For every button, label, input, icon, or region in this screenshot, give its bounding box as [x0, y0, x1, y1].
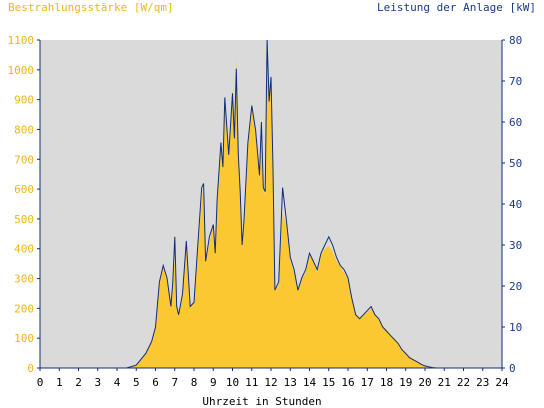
right-tick-label: 60 — [509, 116, 522, 129]
x-tick-label: 4 — [114, 376, 121, 389]
x-tick-label: 23 — [476, 376, 489, 389]
x-tick-label: 7 — [171, 376, 178, 389]
x-axis-ticks: 0 1 2 3 4 5 6 7 8 9 10 11 12 13 14 15 16 17 18 19 20 21 22 23 24 — [37, 368, 509, 389]
right-tick-label: 10 — [509, 321, 522, 334]
right-axis-title: Leistung der Anlage [kW] — [377, 1, 536, 14]
right-tick-label: 70 — [509, 75, 522, 88]
x-tick-label: 10 — [226, 376, 239, 389]
x-tick-label: 17 — [361, 376, 374, 389]
left-tick-label: 0 — [27, 362, 34, 375]
x-tick-label: 6 — [152, 376, 159, 389]
right-tick-label: 40 — [509, 198, 522, 211]
left-tick-label: 1100 — [8, 34, 35, 47]
series-1-line — [40, 39, 502, 369]
right-tick-label: 0 — [509, 362, 516, 375]
series-0-area — [40, 40, 502, 368]
x-tick-label: 16 — [341, 376, 354, 389]
x-tick-label: 0 — [37, 376, 44, 389]
x-tick-label: 2 — [75, 376, 82, 389]
x-tick-label: 20 — [418, 376, 431, 389]
x-tick-label: 5 — [133, 376, 140, 389]
left-tick-label: 200 — [14, 302, 34, 315]
left-tick-label: 1000 — [8, 64, 35, 77]
left-tick-label: 800 — [14, 123, 34, 136]
x-tick-label: 18 — [380, 376, 393, 389]
right-tick-label: 80 — [509, 34, 522, 47]
left-tick-label: 500 — [14, 213, 34, 226]
x-tick-label: 3 — [94, 376, 101, 389]
series-layer — [40, 39, 502, 369]
x-tick-label: 22 — [457, 376, 470, 389]
right-axis-ticks: 0 10 20 30 40 50 60 70 80 — [502, 34, 522, 375]
left-axis-title: Bestrahlungsstärke [W/qm] — [8, 1, 174, 14]
x-tick-label: 24 — [495, 376, 509, 389]
x-tick-label: 11 — [245, 376, 258, 389]
x-tick-label: 15 — [322, 376, 335, 389]
x-axis-title: Uhrzeit in Stunden — [202, 395, 321, 408]
x-tick-label: 13 — [284, 376, 297, 389]
right-tick-label: 50 — [509, 157, 522, 170]
left-tick-label: 600 — [14, 183, 34, 196]
right-tick-label: 20 — [509, 280, 522, 293]
x-tick-label: 21 — [438, 376, 451, 389]
x-tick-label: 1 — [56, 376, 63, 389]
left-tick-label: 100 — [14, 332, 34, 345]
left-tick-label: 700 — [14, 153, 34, 166]
right-tick-label: 30 — [509, 239, 522, 252]
left-axis-ticks: 0 100 200 300 400 500 600 700 800 900 1000 1100 — [8, 34, 40, 375]
x-tick-label: 8 — [191, 376, 198, 389]
left-tick-label: 900 — [14, 94, 34, 107]
x-tick-label: 14 — [303, 376, 317, 389]
x-tick-label: 19 — [399, 376, 412, 389]
x-tick-label: 12 — [264, 376, 277, 389]
left-tick-label: 300 — [14, 273, 34, 286]
x-tick-label: 9 — [210, 376, 217, 389]
left-tick-label: 400 — [14, 243, 34, 256]
